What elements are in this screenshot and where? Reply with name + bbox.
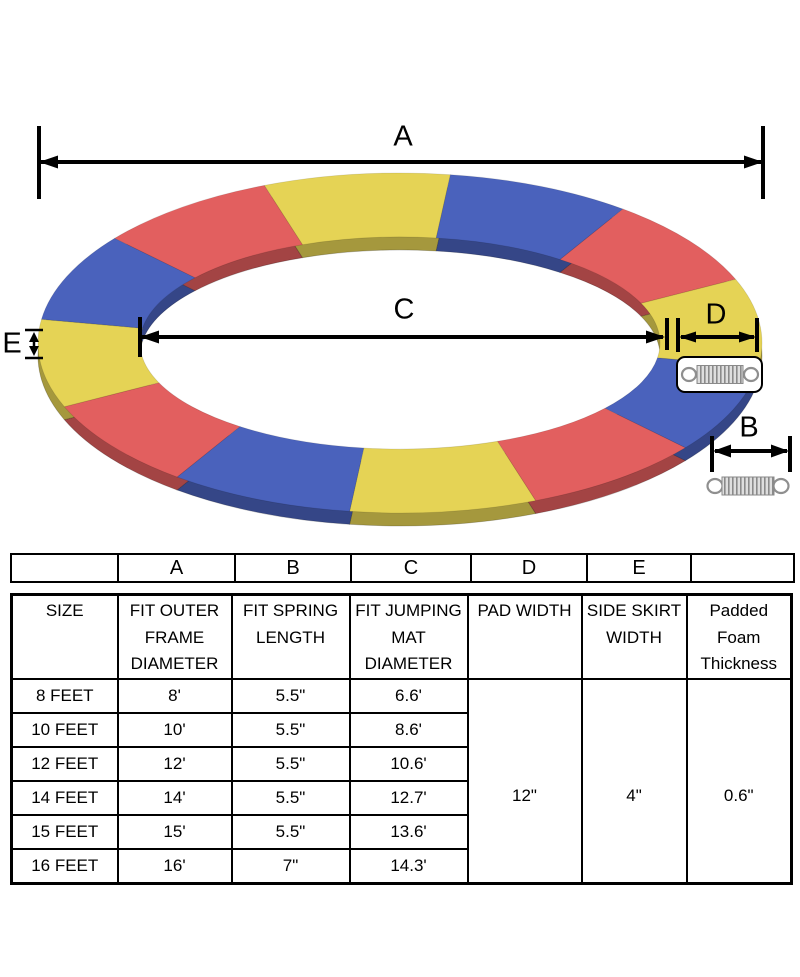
dim-label-spring-length: B [739, 411, 759, 444]
table-cell: 5.5" [230, 780, 351, 816]
table-cell: 10.6' [348, 746, 469, 782]
arrowhead-left-icon [140, 330, 159, 344]
table-cell: 8' [116, 678, 233, 714]
spring-icon [706, 476, 790, 496]
dim-label-side-skirt: E [2, 327, 22, 360]
dim-mat-diameter-C [138, 317, 669, 357]
table-cell: 13.6' [348, 814, 469, 850]
letter-cell-c: C [350, 553, 472, 583]
table-cell: 8 FEET [10, 678, 119, 714]
table-row: 16 FEET 16' 7" 14.3' [10, 848, 792, 885]
table-cell: 14' [116, 780, 233, 816]
dim-side-skirt-E [25, 328, 43, 360]
table-row: 14 FEET 14' 5.5" 12.7' [10, 780, 792, 816]
letter-cell-e: E [586, 553, 692, 583]
header-cell-outer-frame-diameter: FIT OUTER FRAME DIAMETER [116, 593, 233, 680]
header-cell-size: SIZE [10, 593, 119, 680]
header-cell-pad-width: PAD WIDTH [466, 593, 583, 680]
spring-icon [680, 365, 760, 384]
dim-spring-length-B [710, 436, 792, 472]
trampoline-pad-diagram [25, 126, 792, 527]
arrowhead-left-icon [39, 155, 58, 169]
header-cell-padded-foam-thickness: Padded Foam Thickness [685, 593, 793, 680]
table-row: 15 FEET 15' 5.5" 13.6' [10, 814, 792, 850]
merged-cell-side-skirt-width: 4" [580, 678, 688, 885]
arrowhead-left-icon [679, 331, 696, 343]
header-row: SIZE FIT OUTER FRAME DIAMETER FIT SPRING… [10, 593, 793, 680]
table-cell: 15 FEET [10, 814, 119, 850]
arrowhead-right-icon [744, 155, 763, 169]
pad-ring [37, 172, 763, 527]
dim-label-outer-diameter: A [393, 120, 413, 153]
table-cell: 5.5" [230, 746, 351, 782]
arrowhead-right-icon [739, 331, 756, 343]
arrowhead-right-icon [646, 330, 665, 344]
table-cell: 5.5" [230, 678, 351, 714]
table-cell: 8.6' [348, 712, 469, 748]
table-cell: 12.7' [348, 780, 469, 816]
spec-table: SIZE FIT OUTER FRAME DIAMETER FIT SPRING… [10, 593, 793, 885]
table-row: 8 FEET 8' 5.5" 6.6' 12" 4" 0.6" [10, 678, 793, 885]
dim-label-pad-width: D [705, 298, 727, 331]
header-cell-jumping-mat-diameter: FIT JUMPING MAT DIAMETER [348, 593, 469, 680]
spring-callout-box [676, 356, 763, 393]
letter-cell-a: A [117, 553, 236, 583]
table-cell: 10 FEET [10, 712, 119, 748]
table-cell: 7" [230, 848, 351, 885]
header-cell-side-skirt-width: SIDE SKIRT WIDTH [580, 593, 688, 680]
letter-cell-blank [690, 553, 795, 583]
letter-cell-blank [10, 553, 119, 583]
table-cell: 14 FEET [10, 780, 119, 816]
dim-pad-width-D [676, 318, 759, 352]
table-cell: 16' [116, 848, 233, 885]
table-cell: 10' [116, 712, 233, 748]
table-cell: 15' [116, 814, 233, 850]
table-cell: 16 FEET [10, 848, 119, 885]
table-row: 10 FEET 10' 5.5" 8.6' [10, 712, 792, 748]
merged-cell-foam-thickness: 0.6" [685, 678, 793, 885]
table-row: 12 FEET 12' 5.5" 10.6' [10, 746, 792, 782]
header-cell-spring-length: FIT SPRING LENGTH [230, 593, 351, 680]
table-cell: 5.5" [230, 814, 351, 850]
merged-cell-pad-width: 12" [466, 678, 583, 885]
table-cell: 6.6' [348, 678, 469, 714]
table-cell: 5.5" [230, 712, 351, 748]
table-cell: 12' [116, 746, 233, 782]
arrowhead-left-icon [713, 444, 731, 458]
dim-label-inner-diameter: C [393, 293, 415, 326]
arrowhead-down-icon [29, 346, 39, 356]
letter-cell-d: D [470, 553, 588, 583]
letters-header-row: A B C D E [10, 553, 795, 583]
table-cell: 14.3' [348, 848, 469, 885]
letter-cell-b: B [234, 553, 352, 583]
letter-header-strip: A B C D E [10, 553, 795, 583]
dim-outer-diameter-A [37, 126, 765, 199]
arrowhead-up-icon [29, 332, 39, 342]
arrowhead-right-icon [771, 444, 789, 458]
table-cell: 12 FEET [10, 746, 119, 782]
